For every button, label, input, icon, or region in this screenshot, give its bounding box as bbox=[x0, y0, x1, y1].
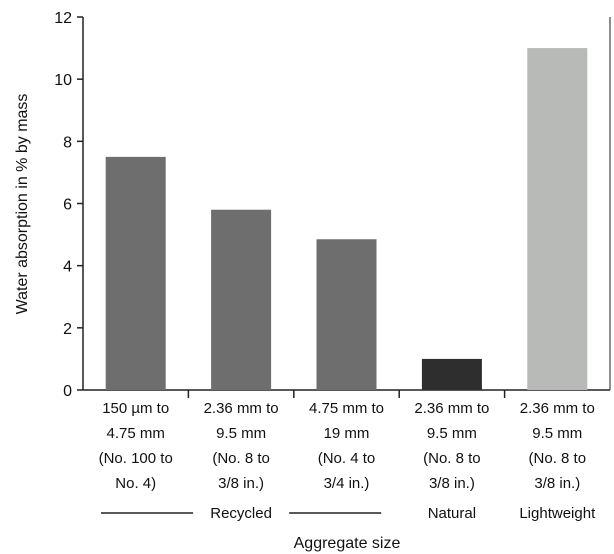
bars bbox=[105, 48, 588, 390]
category-label-line: 9.5 mm bbox=[427, 425, 477, 442]
x-axis-title: Aggregate size bbox=[294, 535, 401, 552]
category-label-line: (No. 4 to bbox=[318, 450, 376, 467]
category-label-line: 9.5 mm bbox=[216, 425, 266, 442]
group-labels: Recycled Natural Lightweight bbox=[101, 505, 596, 522]
category-label-line: 3/8 in.) bbox=[534, 475, 580, 492]
y-tick-label: 10 bbox=[54, 72, 72, 89]
category-label-line: 2.36 mm to bbox=[204, 400, 279, 417]
y-tick-label: 0 bbox=[63, 383, 72, 400]
category-label-line: 2.36 mm to bbox=[520, 400, 595, 417]
category-label-line: (No. 8 to bbox=[212, 450, 270, 467]
y-axis-title: Water absorption in % by mass bbox=[14, 94, 31, 315]
category-label-line: (No. 8 to bbox=[529, 450, 587, 467]
category-label-line: 4.75 mm to bbox=[309, 400, 384, 417]
category-label-line: No. 4) bbox=[115, 475, 156, 492]
group-label-recycled: Recycled bbox=[210, 505, 272, 522]
category-label-line: 150 µm to bbox=[102, 400, 169, 417]
group-label-natural: Natural bbox=[428, 505, 476, 522]
y-tick-label: 2 bbox=[63, 321, 72, 338]
bar-4 bbox=[421, 358, 482, 390]
x-category-ticks bbox=[187, 390, 506, 398]
bar-1 bbox=[105, 156, 166, 390]
y-tick-label: 12 bbox=[54, 10, 72, 27]
group-label-lightweight: Lightweight bbox=[519, 505, 596, 522]
category-label-line: 9.5 mm bbox=[532, 425, 582, 442]
category-labels: 150 µm to 4.75 mm (No. 100 to No. 4) 2.36 mm… bbox=[99, 400, 595, 492]
bar-2 bbox=[211, 209, 272, 390]
y-tick-label: 4 bbox=[63, 259, 72, 276]
category-label-line: 3/8 in.) bbox=[429, 475, 475, 492]
category-label-line: (No. 100 to bbox=[99, 450, 173, 467]
category-label-line: 2.36 mm to bbox=[414, 400, 489, 417]
category-label-line: 3/8 in.) bbox=[218, 475, 264, 492]
bar-5 bbox=[527, 48, 588, 390]
category-label-line: 19 mm bbox=[324, 425, 370, 442]
category-label-line: 3/4 in.) bbox=[324, 475, 370, 492]
bar-3 bbox=[316, 239, 377, 390]
category-label-line: (No. 8 to bbox=[423, 450, 481, 467]
y-ticks: 0 2 4 6 8 10 12 bbox=[54, 10, 83, 400]
y-tick-label: 6 bbox=[63, 197, 72, 214]
category-label-line: 4.75 mm bbox=[107, 425, 165, 442]
y-tick-label: 8 bbox=[63, 134, 72, 151]
